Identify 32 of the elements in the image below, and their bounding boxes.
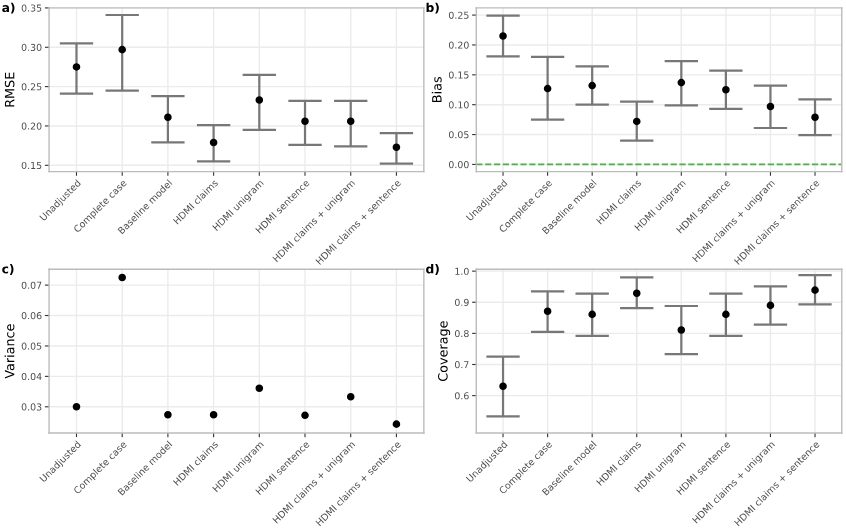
point [209,138,218,147]
point [209,410,218,419]
point [118,273,126,282]
point [499,32,507,40]
point [164,410,172,419]
point [632,289,641,298]
point [72,403,81,411]
point [543,84,552,93]
point [392,420,401,428]
point [346,117,355,126]
point [255,96,264,104]
point [301,411,309,420]
point [543,307,552,316]
point [255,384,264,393]
point [72,63,81,71]
point [632,117,641,126]
point [164,113,172,122]
point [766,301,775,310]
point [499,382,507,391]
point [588,81,596,90]
point [722,310,730,319]
point [766,102,775,111]
point [811,286,819,294]
point [392,143,401,151]
point [588,310,596,319]
point [677,326,686,334]
point [811,113,819,122]
point [677,78,686,87]
point [722,85,730,94]
point [346,392,355,401]
point [118,45,126,54]
point [301,117,309,126]
